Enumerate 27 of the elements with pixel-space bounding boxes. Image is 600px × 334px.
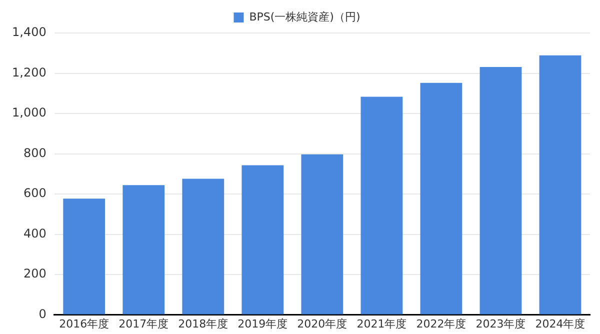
bar: [420, 82, 462, 314]
x-tick-label: 2016年度: [59, 317, 110, 330]
x-tick-label: 2019年度: [238, 317, 288, 330]
y-tick-label: 1,400: [12, 25, 46, 40]
x-tick-label: 2020年度: [297, 317, 348, 330]
bar: [242, 165, 284, 314]
x-tick-label: 2023年度: [476, 317, 526, 330]
bar: [480, 67, 522, 314]
bar: [360, 96, 403, 314]
bar: [122, 185, 165, 314]
y-tick-label: 400: [23, 226, 46, 240]
x-tick-label: 2017年度: [118, 317, 169, 330]
x-tick-label: 2018年度: [178, 317, 228, 330]
x-tick-label: 2024年度: [535, 317, 586, 330]
bar: [182, 178, 224, 314]
x-tick-label: 2021年度: [356, 317, 407, 330]
bar: [539, 55, 582, 314]
y-tick-label: 800: [23, 146, 46, 160]
bar: [301, 154, 344, 314]
y-tick-label: 0: [38, 306, 46, 321]
y-tick-label: 1,000: [12, 106, 46, 120]
y-tick-label: 1,200: [12, 65, 46, 80]
x-tick-label: 2022年度: [416, 317, 466, 330]
y-tick-label: 200: [23, 266, 46, 281]
y-tick-label: 600: [23, 186, 46, 200]
bar: [63, 198, 106, 314]
legend-label: BPS(一株純資産)（円): [249, 10, 360, 24]
